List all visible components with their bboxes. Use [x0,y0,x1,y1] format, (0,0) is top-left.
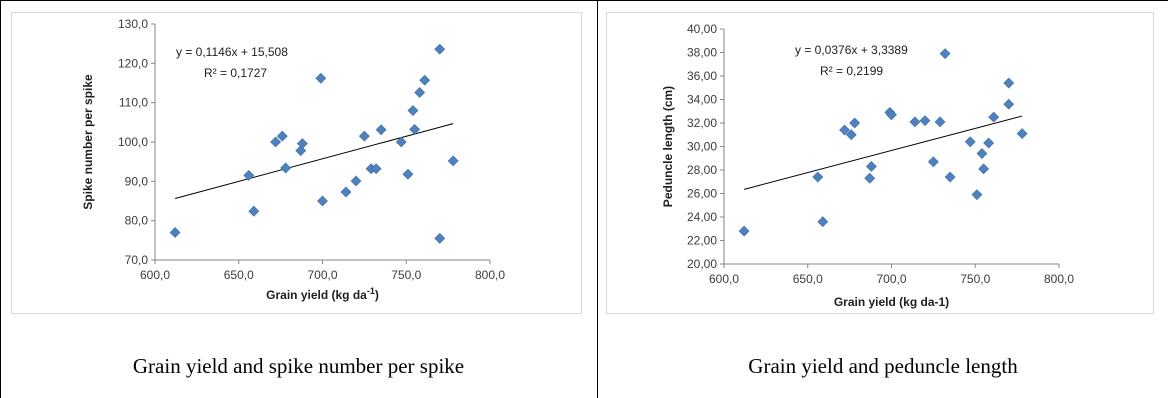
trendline [174,123,454,199]
data-point [280,162,292,174]
x-tick-label: 700,0 [307,268,337,282]
y-tick-label: 24,00 [687,210,717,224]
y-tick-label: 40,00 [687,22,717,36]
data-point [944,171,956,183]
data-point [375,124,387,136]
r-squared-label: R² = 0,2199 [820,64,883,78]
data-point [738,225,750,237]
data-point [317,195,328,207]
data-point [934,116,946,128]
data-point [296,138,308,149]
data-point [350,175,362,187]
table-divider [597,0,598,398]
data-point [1003,77,1015,89]
data-point [434,43,446,55]
panel-peduncle-length: 20,00 22,00 24,00 26,00 28,00 30,00 32,00 34,00… [598,0,1168,398]
y-tick-label: 26,00 [687,187,717,201]
x-tick-label: 650,0 [224,268,254,282]
data-point [864,172,876,184]
x-tick-label: 750,0 [960,272,990,286]
data-point [909,116,921,128]
x-tick-label: 750,0 [391,268,421,282]
y-tick-label: 22,00 [687,234,717,248]
y-tick-label: 32,00 [687,116,717,130]
x-tick-label: 600,0 [709,272,739,286]
data-point [939,48,951,60]
y-tick-label: 70,0 [125,253,149,267]
caption-peduncle-length: Grain yield and peduncle length [748,354,1018,378]
data-point [407,105,419,116]
y-tick-label: 34,00 [687,93,717,107]
x-axis-title-text: Grain yield (kg da [266,288,367,302]
data-point [409,123,421,135]
chart-frame-peduncle-length: 20,00 22,00 24,00 26,00 28,00 30,00 32,00 34,00… [606,12,1154,314]
trendline [743,115,1023,190]
data-point [845,129,857,141]
data-point [434,232,446,244]
data-point [358,130,370,142]
r-squared-label: R² = 0,1727 [204,66,267,80]
y-tick-label: 120,0 [118,56,148,70]
data-point [919,115,931,127]
y-tick-label: 80,0 [125,214,149,228]
data-point [276,130,288,142]
data-point [817,216,829,228]
data-point [248,205,260,217]
data-point [988,111,1000,123]
data-point [978,163,990,175]
data-point [447,155,459,167]
regression-equation: y = 0,0376x + 3,3389 [795,43,908,57]
panel-spike-number: 70,0 80,0 90,0 100,0 110,0 120,0 130,0 600,0 650… [11,12,582,378]
chart-frame-spike-number: 70,0 80,0 90,0 100,0 110,0 120,0 130,0 600,0 650… [11,12,582,314]
y-tick-label: 38,00 [687,46,717,60]
x-tick-label: 600,0 [140,268,170,282]
data-point [243,170,255,181]
data-point [971,189,983,201]
y-tick-label: 110,0 [119,96,148,110]
data-point [983,137,995,149]
x-tick-label: 700,0 [876,272,906,286]
data-point [849,117,861,129]
data-point [1003,98,1015,110]
data-point [865,161,877,172]
x-axis-title-superscript: -1 [367,286,375,296]
x-tick-label: 800,0 [1044,272,1074,286]
x-tick-label: 650,0 [793,272,823,286]
data-point [812,171,824,183]
x-axis-title-end: ) [375,288,379,302]
data-point [395,136,407,148]
data-point [419,74,431,86]
scatter-chart-spike-number: 70,0 80,0 90,0 100,0 110,0 120,0 130,0 600,0 650… [81,17,505,302]
x-axis-title-text: Grain yield (kg da-1) [834,295,949,309]
data-point [169,227,181,238]
y-tick-label: 130,0 [118,17,148,31]
caption-spike-number: Grain yield and spike number per spike [132,354,465,378]
data-point [370,163,382,175]
y-tick-label: 28,00 [687,163,717,177]
data-point [340,186,352,198]
x-tick-label: 800,0 [475,268,505,282]
data-point [315,72,327,84]
x-axis-title: Grain yield (kg da-1) [266,286,379,302]
data-point [927,156,939,168]
data-point [976,148,988,159]
data-point [839,124,851,136]
y-tick-label: 30,00 [687,140,717,154]
data-point [270,136,282,148]
data-point [1016,128,1028,139]
y-axis-title: Peduncle length (cm) [661,86,675,207]
y-axis-title: Spike number per spike [81,74,95,210]
y-tick-label: 90,0 [125,174,149,188]
data-point [402,168,414,180]
data-point [964,136,976,148]
data-point [886,109,897,121]
data-point [414,87,426,98]
regression-equation: y = 0,1146x + 15,508 [176,45,288,59]
y-tick-label: 20,00 [687,257,717,271]
scatter-chart-peduncle-length: 20,00 22,00 24,00 26,00 28,00 30,00 32,00 34,00… [661,22,1074,309]
y-tick-label: 36,00 [687,69,717,83]
x-axis-title: Grain yield (kg da-1) [834,295,949,309]
y-tick-label: 100,0 [118,135,148,149]
